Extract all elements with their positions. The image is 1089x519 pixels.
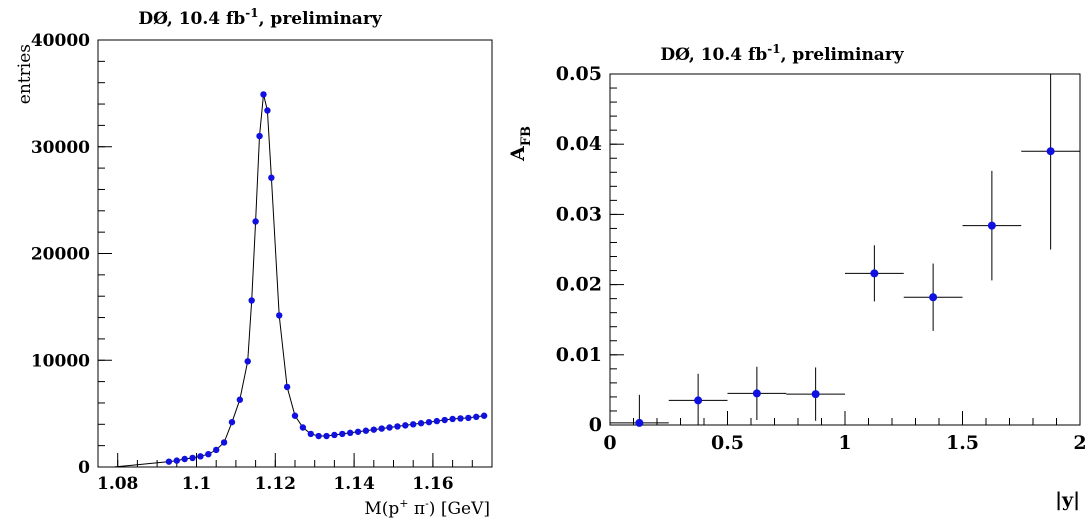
fit-line-tail xyxy=(113,461,169,468)
data-point xyxy=(433,417,441,425)
right-chart-title: DØ, 10.4 fb-1, preliminary xyxy=(660,42,904,65)
data-point xyxy=(228,418,236,426)
data-point xyxy=(276,312,283,319)
left-chart-x-axis-label: M(p+ π-) [GeV] xyxy=(364,497,490,519)
data-point xyxy=(811,390,820,399)
data-point xyxy=(244,358,251,365)
data-point xyxy=(252,218,259,225)
data-point xyxy=(181,455,188,463)
y-tick-label: 0.04 xyxy=(556,133,602,155)
data-point xyxy=(205,450,212,458)
data-point xyxy=(457,415,464,422)
data-point xyxy=(480,412,488,419)
y-tick-label: 0.05 xyxy=(556,63,602,85)
left-chart-mass-spectrum: DØ, 10.4 fb-1, preliminary entries M(p+ … xyxy=(15,6,493,519)
right-chart-afb: DØ, 10.4 fb-1, preliminary AFB |y| 0 0.5 1… xyxy=(507,42,1087,511)
data-point xyxy=(370,426,377,433)
data-point xyxy=(315,432,322,440)
y-tick-label: 0 xyxy=(589,414,602,436)
data-point xyxy=(402,422,409,429)
left-chart-axes: 1.08 1.1 1.12 1.14 1.16 0 10000 20000 30000 40000 xyxy=(31,31,493,494)
data-point xyxy=(635,418,644,427)
data-point xyxy=(1046,147,1055,156)
right-chart-axes: 0 0.5 1 1.5 2 0 0.01 0.02 0.03 0.04 0.05 xyxy=(556,63,1087,454)
left-chart-frame xyxy=(97,39,493,468)
y-tick-label: 30000 xyxy=(31,138,90,158)
left-chart-marks xyxy=(113,91,488,468)
data-point xyxy=(264,107,271,114)
left-chart-y-axis-label: entries xyxy=(15,44,35,104)
data-point xyxy=(987,221,996,230)
right-chart-y-axis-label: AFB xyxy=(507,126,534,162)
y-tick-label: 0.02 xyxy=(556,274,602,296)
data-point xyxy=(220,439,228,446)
data-point xyxy=(929,293,938,302)
right-chart-marks xyxy=(610,74,1080,427)
data-point xyxy=(260,91,267,98)
data-point xyxy=(173,457,180,464)
right-chart-x-axis-label: |y| xyxy=(1055,489,1080,511)
data-point xyxy=(299,424,307,431)
data-point xyxy=(378,425,385,432)
data-point xyxy=(256,132,263,140)
y-tick-label: 0.01 xyxy=(556,344,602,366)
data-point xyxy=(752,389,761,398)
x-tick-label: 1.1 xyxy=(182,474,212,494)
data-point xyxy=(362,427,370,434)
right-chart-frame xyxy=(609,73,1081,426)
data-point xyxy=(339,430,346,438)
data-point xyxy=(291,412,299,419)
y-tick-label: 0 xyxy=(78,458,90,478)
x-tick-label: 1.5 xyxy=(946,432,979,454)
x-tick-label: 1.14 xyxy=(333,474,375,494)
y-tick-label: 10000 xyxy=(31,351,90,371)
data-point xyxy=(417,420,425,427)
data-point xyxy=(394,423,401,430)
data-point xyxy=(694,396,703,405)
data-point xyxy=(283,383,291,391)
data-point xyxy=(213,446,220,454)
y-tick-label: 40000 xyxy=(31,31,90,51)
data-point xyxy=(386,424,393,431)
data-point xyxy=(197,453,204,460)
x-tick-label: 2 xyxy=(1073,432,1086,454)
data-point xyxy=(425,418,433,426)
fit-line xyxy=(168,94,485,463)
data-point xyxy=(307,430,314,438)
data-point xyxy=(870,269,879,278)
x-tick-label: 1.12 xyxy=(255,474,296,494)
x-tick-label: 1 xyxy=(838,432,851,454)
data-point xyxy=(441,416,448,424)
data-point xyxy=(189,454,196,462)
x-tick-label: 0 xyxy=(603,432,616,454)
data-point xyxy=(248,297,255,304)
x-tick-label: 1.16 xyxy=(412,474,453,494)
data-point xyxy=(268,174,275,181)
data-point xyxy=(346,429,354,437)
data-point xyxy=(165,458,173,465)
y-tick-label: 20000 xyxy=(31,245,90,265)
data-point xyxy=(410,421,417,428)
data-point xyxy=(323,432,330,440)
y-tick-label: 0.03 xyxy=(556,203,602,225)
x-tick-label: 0.5 xyxy=(711,432,744,454)
data-point xyxy=(473,413,480,421)
x-tick-label: 1.08 xyxy=(97,474,138,494)
data-point xyxy=(331,431,338,439)
data-point xyxy=(354,428,362,435)
data-point xyxy=(465,414,472,422)
left-chart-title: DØ, 10.4 fb-1, preliminary xyxy=(138,6,382,29)
data-point xyxy=(449,415,456,423)
data-point xyxy=(236,396,244,403)
